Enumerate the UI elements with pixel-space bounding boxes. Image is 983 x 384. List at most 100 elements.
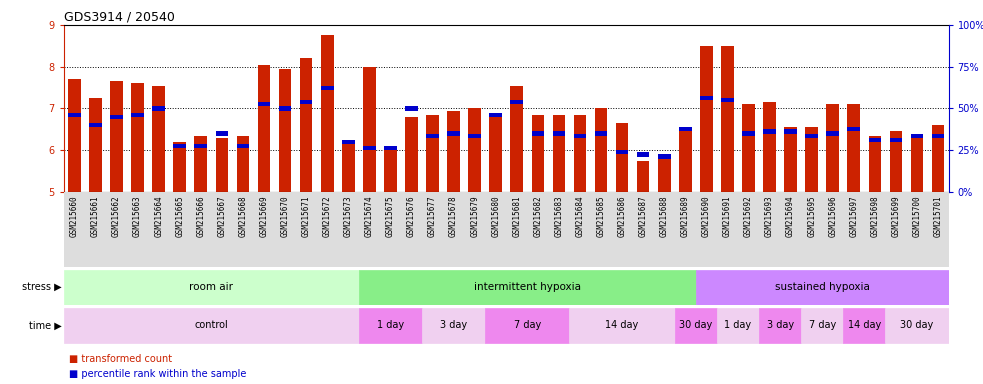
Text: GSM215700: GSM215700: [912, 196, 921, 237]
Bar: [615, 123, 628, 192]
Text: GSM215662: GSM215662: [112, 196, 121, 237]
Bar: [527, 192, 549, 267]
Bar: [258, 102, 270, 106]
Bar: [611, 192, 633, 267]
Bar: [173, 144, 186, 148]
Bar: [722, 46, 733, 192]
Text: time ▶: time ▶: [29, 320, 62, 331]
Bar: [742, 104, 755, 192]
Bar: [532, 115, 545, 192]
Bar: [110, 115, 123, 119]
Bar: [468, 134, 481, 138]
Text: GSM215675: GSM215675: [386, 196, 395, 237]
Text: GSM215689: GSM215689: [681, 196, 690, 237]
Bar: [506, 192, 527, 267]
Text: GSM215696: GSM215696: [829, 196, 838, 237]
Bar: [384, 146, 397, 150]
Bar: [615, 150, 628, 154]
Bar: [215, 131, 228, 136]
Bar: [717, 308, 759, 343]
Bar: [486, 192, 506, 267]
Bar: [864, 192, 886, 267]
Bar: [574, 115, 586, 192]
Bar: [359, 270, 696, 305]
Bar: [722, 98, 733, 102]
Bar: [637, 161, 650, 192]
Text: GSM215697: GSM215697: [849, 196, 858, 237]
Bar: [700, 46, 713, 192]
Text: GSM215691: GSM215691: [723, 196, 732, 237]
Bar: [932, 125, 945, 192]
Bar: [595, 131, 607, 136]
Bar: [169, 192, 191, 267]
Text: GSM215698: GSM215698: [870, 196, 880, 237]
Text: 14 day: 14 day: [847, 320, 881, 331]
Bar: [359, 192, 379, 267]
Text: GSM215670: GSM215670: [280, 196, 290, 237]
Text: 7 day: 7 day: [809, 320, 836, 331]
Bar: [68, 113, 81, 117]
Bar: [843, 308, 886, 343]
Text: GSM215671: GSM215671: [302, 196, 311, 237]
Bar: [195, 136, 207, 192]
Text: GSM215685: GSM215685: [597, 196, 606, 237]
Text: 3 day: 3 day: [440, 320, 467, 331]
Bar: [317, 192, 338, 267]
Bar: [569, 192, 591, 267]
Bar: [468, 109, 481, 192]
Bar: [658, 154, 670, 159]
Text: GSM215690: GSM215690: [702, 196, 711, 237]
Text: GSM215666: GSM215666: [197, 196, 205, 237]
Text: 14 day: 14 day: [606, 320, 639, 331]
Bar: [152, 106, 165, 111]
Bar: [679, 127, 692, 131]
Bar: [384, 148, 397, 192]
Text: control: control: [195, 320, 228, 331]
Text: GSM215684: GSM215684: [575, 196, 585, 237]
Bar: [68, 79, 81, 192]
Text: GSM215663: GSM215663: [133, 196, 143, 237]
Bar: [869, 138, 881, 142]
Bar: [906, 192, 928, 267]
Bar: [886, 308, 949, 343]
Text: GSM215687: GSM215687: [639, 196, 648, 237]
Text: intermittent hypoxia: intermittent hypoxia: [474, 282, 581, 292]
Text: stress ▶: stress ▶: [23, 282, 62, 292]
Bar: [847, 104, 860, 192]
Text: 30 day: 30 day: [679, 320, 713, 331]
Bar: [552, 115, 565, 192]
Bar: [443, 192, 464, 267]
Bar: [574, 134, 586, 138]
Bar: [300, 100, 313, 104]
Text: GSM215673: GSM215673: [344, 196, 353, 237]
Bar: [490, 113, 502, 117]
Bar: [637, 152, 650, 157]
Text: GSM215693: GSM215693: [765, 196, 774, 237]
Bar: [320, 35, 333, 192]
Bar: [932, 134, 945, 138]
Bar: [763, 129, 776, 134]
Bar: [363, 67, 376, 192]
Bar: [658, 157, 670, 192]
Bar: [64, 308, 359, 343]
Bar: [237, 136, 250, 192]
Bar: [595, 109, 607, 192]
Bar: [552, 131, 565, 136]
Bar: [591, 192, 611, 267]
Bar: [717, 192, 738, 267]
Text: GSM215688: GSM215688: [660, 196, 668, 237]
Bar: [674, 308, 717, 343]
Text: GDS3914 / 20540: GDS3914 / 20540: [64, 11, 175, 24]
Bar: [910, 134, 923, 138]
Bar: [401, 192, 422, 267]
Bar: [490, 115, 502, 192]
Bar: [89, 98, 102, 192]
Bar: [827, 104, 839, 192]
Bar: [427, 134, 438, 138]
Text: GSM215664: GSM215664: [154, 196, 163, 237]
Bar: [679, 129, 692, 192]
Bar: [342, 140, 355, 144]
Text: 3 day: 3 day: [767, 320, 793, 331]
Bar: [173, 142, 186, 192]
Bar: [890, 131, 902, 192]
